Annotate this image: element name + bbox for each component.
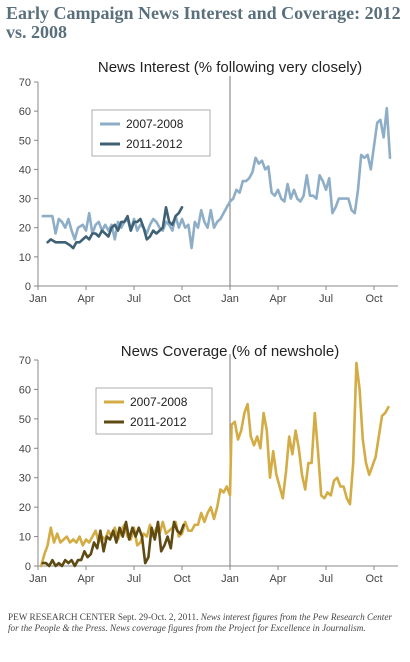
y-tick-label: 60 (19, 106, 31, 118)
y-tick-label: 0 (25, 281, 31, 293)
x-tick-label: Jul (319, 573, 333, 585)
legend-label: 2011-2012 (126, 137, 183, 151)
series-line-2011-2012 (46, 206, 184, 250)
y-tick-label: 30 (19, 473, 31, 485)
x-tick-label: Jan (221, 293, 239, 305)
y-tick-label: 40 (19, 164, 31, 176)
x-tick-label: Oct (173, 293, 190, 305)
x-tick-label: Oct (365, 573, 382, 585)
x-tick-label: Jan (221, 573, 239, 585)
x-tick-label: Apr (77, 293, 94, 305)
y-tick-label: 70 (19, 77, 31, 89)
y-tick-label: 10 (19, 252, 31, 264)
y-tick-label: 40 (19, 443, 31, 455)
footnote-text: News interest figures from the Pew Resea… (8, 612, 392, 633)
x-tick-label: Oct (173, 573, 190, 585)
x-tick-label: Oct (365, 293, 382, 305)
x-tick-label: Apr (269, 573, 286, 585)
y-tick-label: 70 (19, 355, 31, 367)
legend-box (95, 387, 213, 435)
x-tick-label: Apr (269, 293, 286, 305)
x-tick-label: Jul (127, 573, 141, 585)
footnote: PEW RESEARCH CENTER Sept. 29-Oct. 2, 201… (8, 612, 404, 634)
y-tick-label: 10 (19, 532, 31, 544)
legend-label: 2007-2008 (130, 395, 188, 409)
y-tick-label: 20 (19, 502, 31, 514)
y-tick-label: 50 (19, 414, 31, 426)
page-title: Early Campaign News Interest and Coverag… (6, 3, 401, 42)
x-tick-label: Apr (77, 573, 94, 585)
news-coverage-chart: News Coverage (% of newshole) 0 10 20 30 40 50… (19, 343, 398, 585)
y-tick-label: 20 (19, 223, 31, 235)
legend-label: 2007-2008 (126, 117, 184, 131)
y-tick-label: 0 (25, 561, 31, 573)
x-tick-label: Jan (29, 293, 47, 305)
x-tick-label: Jul (319, 293, 333, 305)
legend-label: 2011-2012 (130, 415, 187, 429)
series-line-2011-2012 (41, 520, 185, 568)
legend-box (91, 109, 211, 157)
chart-title: News Coverage (% of newshole) (121, 343, 339, 360)
chart-title: News Interest (% following very closely) (98, 59, 362, 76)
y-tick-label: 30 (19, 194, 31, 206)
series-line-2007-2008 (41, 106, 392, 250)
y-tick-label: 60 (19, 384, 31, 396)
x-tick-label: Jul (127, 293, 141, 305)
y-tick-label: 50 (19, 135, 31, 147)
x-tick-label: Jan (29, 573, 47, 585)
news-interest-chart: News Interest (% following very closely)… (19, 59, 398, 305)
footnote-source: PEW RESEARCH CENTER Sept. 29-Oct. 2, 201… (8, 612, 199, 622)
series-line-2007-2008 (39, 361, 390, 568)
